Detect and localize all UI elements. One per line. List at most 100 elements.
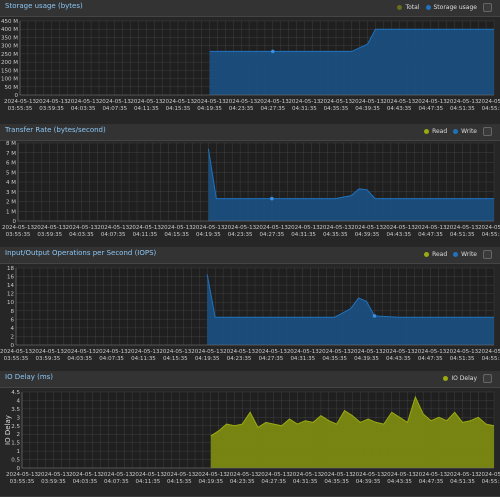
series-line: [209, 28, 494, 52]
x-tick-label: 2024-05-13: [288, 99, 320, 105]
x-tick-label: 2024-05-13: [289, 472, 321, 478]
x-tick-label: 04:47:35: [418, 106, 443, 112]
y-tick-label: 0.5: [11, 458, 20, 464]
undo-zoom-icon[interactable]: [483, 250, 492, 259]
legend-item-write[interactable]: Write: [453, 128, 477, 135]
x-tick-label: 04:35:35: [323, 232, 348, 238]
x-tick-label: 04:43:35: [387, 106, 412, 112]
x-tick-label: 04:39:35: [355, 232, 380, 238]
x-tick-label: 04:35:35: [322, 356, 347, 362]
x-tick-label: 04:27:35: [260, 232, 285, 238]
x-tick-label: 2024-05-13: [319, 225, 351, 231]
y-tick-label: 4: [17, 398, 21, 404]
x-tick-label: 04:39:35: [356, 479, 381, 485]
transfer-rate-panel: Transfer Rate (bytes/second) Read Write …: [0, 124, 500, 248]
data-point-marker[interactable]: [270, 196, 274, 201]
x-tick-label: 04:23:35: [229, 106, 254, 112]
undo-zoom-icon[interactable]: [483, 127, 492, 136]
y-tick-label: 1 M: [6, 209, 16, 215]
storage-usage-chart[interactable]: 0 50 M 100 M 150 M 200 M 250 M 300 M 350 M 400 M…: [0, 17, 500, 123]
x-tick-label: 04:43:35: [386, 356, 411, 362]
x-tick-label: 2024-05-13: [0, 349, 32, 355]
y-tick-label: 3.5: [11, 407, 20, 413]
y-axis-title: IO Delay: [4, 415, 12, 445]
x-tick-label: 03:59:35: [37, 232, 62, 238]
x-tick-label: 04:27:35: [259, 356, 284, 362]
series-area: [208, 148, 494, 221]
legend-item-read[interactable]: Read: [424, 128, 447, 135]
x-tick-label: 2024-05-13: [32, 349, 64, 355]
legend-dot-icon: [453, 252, 459, 257]
io-delay-panel: IO Delay (ms) IO Delay 0 0.5 1 1.5 2 2.5 3 3.5 4…: [0, 371, 500, 497]
x-tick-label: 2024-05-13: [223, 349, 255, 355]
legend-dot-icon: [443, 376, 449, 381]
x-tick-label: 2024-05-13: [446, 349, 478, 355]
x-tick-label: 2024-05-13: [163, 472, 195, 478]
panel-title: Storage usage (bytes): [5, 2, 83, 10]
data-point-marker[interactable]: [372, 314, 377, 318]
x-tick-label: 04:51:35: [450, 356, 475, 362]
legend-item-storage-usage[interactable]: Storage usage: [425, 4, 477, 11]
x-tick-label: 2024-05-13: [65, 225, 97, 231]
x-tick-label: 04:07:35: [102, 106, 127, 112]
x-tick-label: 2024-05-13: [415, 225, 447, 231]
x-tick-label: 2024-05-13: [446, 99, 478, 105]
undo-zoom-icon[interactable]: [483, 374, 492, 383]
legend-dot-icon: [425, 5, 431, 10]
undo-zoom-icon[interactable]: [483, 3, 492, 12]
x-tick-label: 04:19:35: [198, 479, 223, 485]
x-tick-label: 2024-05-13: [226, 472, 258, 478]
panel-header: IO Delay (ms) IO Delay: [0, 371, 500, 388]
legend-item-total[interactable]: Total: [397, 4, 420, 11]
io-delay-chart[interactable]: 00.511.522.533.544.5IO Delay2024-05-1303…: [0, 388, 500, 496]
y-tick-label: 2.5: [11, 424, 20, 430]
y-tick-label: 150 M: [1, 68, 18, 74]
transfer-rate-chart[interactable]: 01 M2 M3 M4 M5 M6 M7 M8 M2024-05-1303:55…: [0, 141, 500, 247]
panel-header: Transfer Rate (bytes/second) Read Write: [0, 124, 500, 141]
x-tick-label: 2024-05-13: [161, 225, 193, 231]
x-tick-label: 2024-05-13: [99, 99, 131, 105]
y-tick-label: 5 M: [6, 170, 16, 176]
x-tick-label: 2024-05-13: [384, 472, 416, 478]
x-tick-label: 04:43:35: [387, 479, 412, 485]
x-tick-label: 2024-05-13: [194, 99, 226, 105]
x-tick-label: 2024-05-13: [192, 225, 224, 231]
x-tick-label: 04:51:35: [450, 479, 475, 485]
x-tick-label: 2024-05-13: [100, 472, 132, 478]
series-area: [209, 29, 494, 95]
x-tick-label: 2024-05-13: [478, 225, 500, 231]
x-tick-label: 2024-05-13: [478, 99, 500, 105]
x-tick-label: 2024-05-13: [162, 99, 194, 105]
x-tick-label: 04:19:35: [196, 232, 221, 238]
x-tick-label: 04:15:35: [163, 356, 188, 362]
y-tick-label: 50 M: [5, 85, 19, 91]
iops-chart[interactable]: 0246810121416182024-05-1303:55:352024-05…: [0, 264, 500, 370]
x-tick-label: 04:35:35: [324, 479, 349, 485]
y-tick-label: 6 M: [6, 161, 16, 167]
x-tick-label: 2024-05-13: [415, 472, 447, 478]
legend-dot-icon: [397, 5, 403, 10]
x-tick-label: 2024-05-13: [225, 99, 257, 105]
y-tick-label: 12: [7, 292, 14, 298]
x-tick-label: 04:55:35: [482, 479, 500, 485]
legend-item-read[interactable]: Read: [424, 251, 447, 258]
x-tick-label: 04:47:35: [418, 232, 443, 238]
x-tick-label: 04:03:35: [69, 232, 94, 238]
y-tick-label: 8: [11, 309, 15, 315]
x-tick-label: 2024-05-13: [37, 472, 69, 478]
legend-item-write[interactable]: Write: [453, 251, 477, 258]
x-tick-label: 04:23:35: [227, 356, 252, 362]
data-point-marker[interactable]: [271, 49, 275, 54]
x-tick-label: 04:35:35: [324, 106, 349, 112]
x-tick-label: 04:11:35: [131, 356, 156, 362]
legend-item-io-delay[interactable]: IO Delay: [443, 375, 477, 382]
x-tick-label: 2024-05-13: [446, 225, 478, 231]
y-tick-label: 4 M: [6, 180, 16, 186]
x-tick-label: 2024-05-13: [352, 472, 384, 478]
x-tick-label: 2024-05-13: [96, 349, 128, 355]
series-area: [207, 274, 494, 345]
x-tick-label: 04:43:35: [386, 232, 411, 238]
x-tick-label: 04:03:35: [71, 106, 96, 112]
x-tick-label: 2024-05-13: [255, 349, 287, 355]
x-tick-label: 2024-05-13: [258, 472, 290, 478]
